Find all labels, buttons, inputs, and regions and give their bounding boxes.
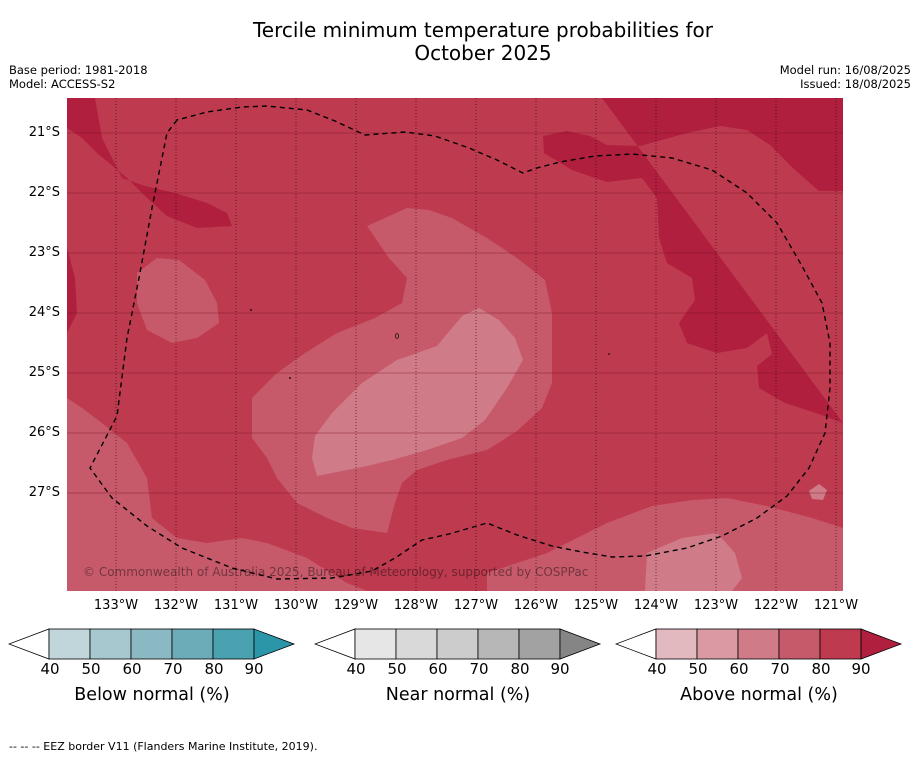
- tick-label: 40: [647, 660, 667, 678]
- map-title: Tercile minimum temperature probabilitie…: [0, 19, 919, 65]
- issued-date: Issued: 18/08/2025: [800, 77, 911, 91]
- lat-label: 23°S: [28, 245, 60, 260]
- band-90-plus-northwest: [67, 98, 232, 228]
- copyright-notice: © Commonwealth of Australia 2025, Bureau…: [83, 565, 589, 579]
- eez-border: [89, 105, 831, 580]
- band-70-80-west-lobe: [137, 258, 219, 343]
- map-panel: [67, 98, 843, 591]
- tick-label: 80: [811, 660, 831, 678]
- model-name: Model: ACCESS-S2: [9, 77, 116, 91]
- lon-label: 129°W: [333, 598, 379, 613]
- colorbar-near-normal: [314, 628, 602, 660]
- island-marker: [608, 353, 610, 355]
- tick-label: 40: [346, 660, 366, 678]
- band-60-70-southeast: [645, 533, 742, 591]
- tick-label: 70: [469, 660, 489, 678]
- lon-label: 131°W: [213, 598, 259, 613]
- eez-footnote: -- -- -- EEZ border V11 (Flanders Marine…: [9, 740, 318, 753]
- lon-label: 124°W: [633, 598, 679, 613]
- metadata-right: Model run: 16/08/2025 Issued: 18/08/2025: [780, 63, 911, 91]
- tick-label: 70: [770, 660, 790, 678]
- colorbar-near-title: Near normal (%): [385, 685, 531, 705]
- tick-label: 80: [510, 660, 530, 678]
- lon-label: 130°W: [273, 598, 319, 613]
- tick-label: 50: [387, 660, 407, 678]
- tick-label: 90: [851, 660, 871, 678]
- lon-label: 125°W: [573, 598, 619, 613]
- island-marker: [250, 309, 252, 311]
- tick-label: 50: [688, 660, 708, 678]
- lon-label: 133°W: [93, 598, 139, 613]
- tick-label: 60: [729, 660, 749, 678]
- band-60-70-central: [312, 308, 523, 476]
- probability-map: [67, 98, 843, 591]
- tick-label: 90: [244, 660, 264, 678]
- lat-label: 21°S: [28, 125, 60, 140]
- band-60-70-small-east: [809, 484, 827, 500]
- lon-label: 132°W: [153, 598, 199, 613]
- lat-label: 24°S: [28, 305, 60, 320]
- lat-label: 25°S: [28, 365, 60, 380]
- tick-label: 90: [550, 660, 570, 678]
- base-period: Base period: 1981-2018: [9, 63, 148, 77]
- lat-label: 22°S: [28, 185, 60, 200]
- island-marker: [395, 333, 399, 339]
- lon-label: 127°W: [453, 598, 499, 613]
- tick-label: 50: [81, 660, 101, 678]
- lat-grid: [67, 132, 843, 494]
- colorbar-below-title: Below normal (%): [74, 685, 230, 705]
- lon-label: 123°W: [693, 598, 739, 613]
- band-90-plus-west-edge: [67, 248, 77, 333]
- title-line-1: Tercile minimum temperature probabilitie…: [252, 18, 714, 42]
- band-90-plus-east: [543, 98, 843, 423]
- lon-label: 122°W: [753, 598, 799, 613]
- tick-label: 70: [163, 660, 183, 678]
- tick-label: 60: [122, 660, 142, 678]
- colorbar-below-normal: [8, 628, 296, 660]
- title-line-2: October 2025: [414, 41, 552, 65]
- colorbar-above-normal: [615, 628, 903, 660]
- island-marker: [289, 377, 291, 379]
- tick-label: 40: [40, 660, 60, 678]
- lat-label: 27°S: [28, 485, 60, 500]
- lon-label: 121°W: [813, 598, 859, 613]
- band-70-80-southwest: [67, 398, 367, 591]
- model-run: Model run: 16/08/2025: [779, 63, 911, 77]
- metadata-left: Base period: 1981-2018 Model: ACCESS-S2: [9, 63, 148, 91]
- band-70-80-southeast: [487, 498, 843, 591]
- lon-label: 128°W: [393, 598, 439, 613]
- colorbar-above-title: Above normal (%): [680, 685, 838, 705]
- lon-label: 126°W: [513, 598, 559, 613]
- tick-label: 60: [428, 660, 448, 678]
- lat-label: 26°S: [28, 425, 60, 440]
- lon-grid: [115, 98, 837, 591]
- tick-label: 80: [204, 660, 224, 678]
